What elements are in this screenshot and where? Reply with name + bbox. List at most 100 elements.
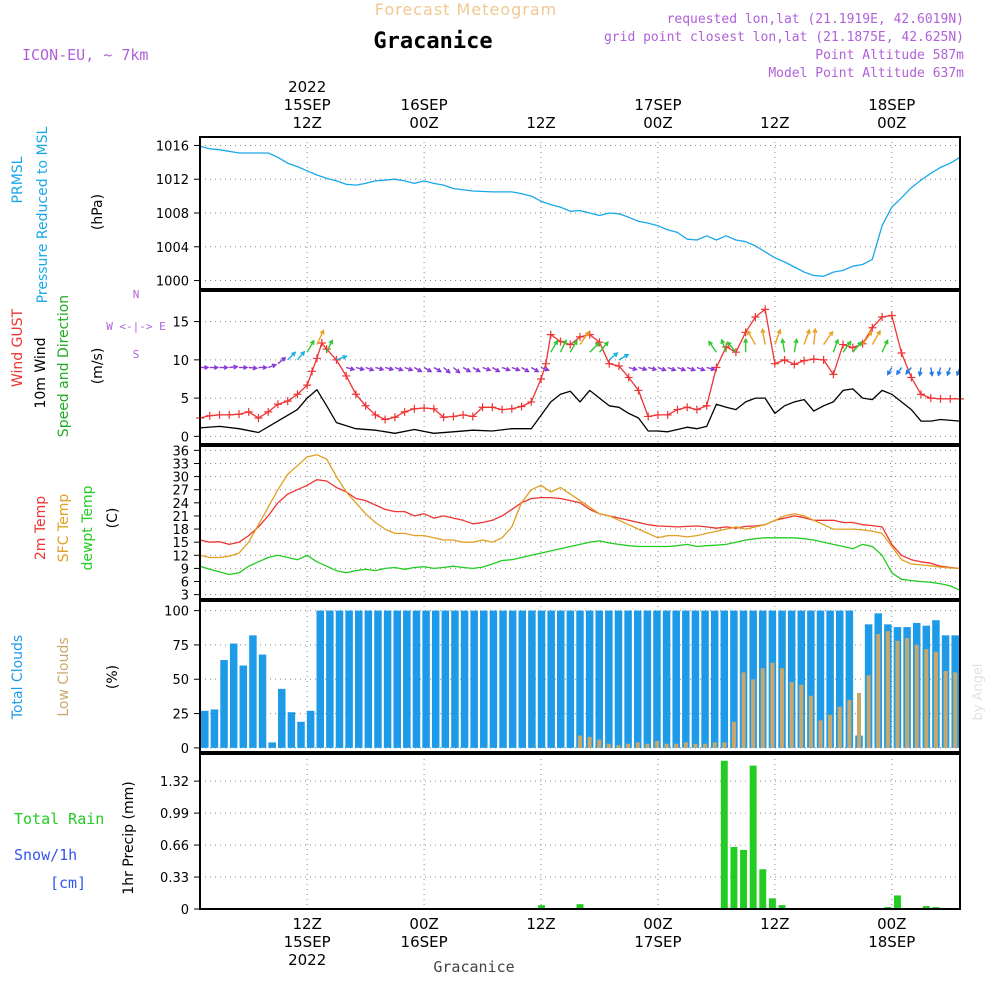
y-tick-label: 15 [172,316,189,331]
wind-arrowhead [584,330,590,336]
gust-marker [770,359,779,368]
y-tick-label: 0.33 [160,871,189,886]
clouds-bar [585,610,594,748]
gust-marker [537,374,546,383]
footer-location: Gracanice [433,958,514,976]
top-time-label: 12Z [760,114,789,132]
y-tick-label: 12 [172,549,189,564]
wind-arrowhead [204,364,210,371]
wind-arrow [813,329,816,345]
precip-frame [199,753,961,910]
wind-arrowhead [690,366,697,372]
wind-arrowhead [936,371,942,377]
gust-marker [926,394,935,403]
wind-arrowhead [726,341,732,347]
compass-north: N [133,288,140,301]
clouds-bar [885,631,890,748]
clouds-bar [605,610,613,748]
clouds-bar [682,610,690,748]
clouds-bar [787,610,796,748]
y-tick-label: 30 [172,471,189,486]
clouds-bar [335,610,344,748]
wind-panel: Wind GUST 10m Wind Speed and Direction (… [10,288,964,445]
wind-arrowhead [700,366,706,372]
gust-marker [342,371,351,380]
clouds-bar [770,662,775,748]
clouds-bar [441,610,450,748]
wind-gust-markers [196,305,964,424]
wind-arrowhead [887,370,892,376]
clouds-bar [654,741,659,748]
dewpt-temp-line [199,537,961,591]
gust-marker [381,415,390,424]
wind-arrowhead [534,367,540,373]
wind-arrowhead [524,367,530,373]
wind-arrow [336,355,347,361]
wind-arrowhead [642,366,648,372]
wind-arrowhead [243,364,249,371]
clouds-bar [835,610,844,748]
wind-arrowhead [328,339,334,345]
clouds-bar [643,610,652,748]
wind-arrowhead [505,366,511,372]
y-tick-label: 10 [172,354,189,369]
gust-label: Wind GUST [10,308,26,387]
gust-marker [517,402,526,411]
gust-marker [371,410,380,419]
gust-marker [848,343,857,352]
wind-arrow [306,340,315,353]
wind-arrowhead [846,340,852,346]
gust-marker [614,361,623,370]
clouds-bar [616,745,621,748]
wind-arrowhead [379,366,385,372]
gust-marker [498,405,507,414]
wind-arrow [727,341,737,353]
clouds-bar [374,610,382,748]
gust-marker [605,359,614,368]
clouds-bar [403,610,411,748]
clouds-bar [499,610,507,748]
bottom-time-label: 16SEP [401,933,448,951]
wind-arrowhead [624,353,630,359]
clouds-bar [537,610,546,748]
gust-marker [819,355,828,364]
clouds-bar [664,743,669,748]
gust-marker [234,410,243,419]
clouds-bar [518,610,527,748]
wind-arrowhead [486,366,492,372]
wind-arrow [550,340,558,353]
gust-marker [308,367,317,376]
gust-marker [634,386,643,395]
clouds-bar [847,699,852,748]
top-time-label: 12Z [292,114,321,132]
clouds-bar [760,668,765,748]
clouds-bar [508,610,517,748]
gust-marker [692,405,701,414]
wind-arrowhead [867,330,873,336]
gust-marker [653,410,662,419]
gust-marker [780,355,789,364]
wind-arrowhead [828,330,834,336]
clouds-bar [780,668,785,748]
gust-marker [439,413,448,422]
gust-marker [576,332,584,341]
wind-arrow [708,341,717,353]
meteogram-title: Forecast Meteogram [375,0,557,19]
clouds-bar [751,679,756,748]
clouds-bar [674,743,679,748]
clouds-bar [229,643,238,748]
y-tick-label: 1012 [156,173,189,188]
clouds-bar [422,610,430,748]
precip-bar [759,869,767,909]
wind-arrowhead [905,369,911,375]
clouds-bar [316,610,325,748]
location-title: Gracanice [373,29,492,54]
clouds-bar [703,743,708,748]
clouds-low-clouds-series [577,631,958,748]
wind-arrow [579,331,590,345]
wind-arrowhead [603,341,609,347]
y-tick-label: 100 [164,605,189,620]
wind-arrow [618,353,629,361]
clouds-bar [683,742,688,748]
